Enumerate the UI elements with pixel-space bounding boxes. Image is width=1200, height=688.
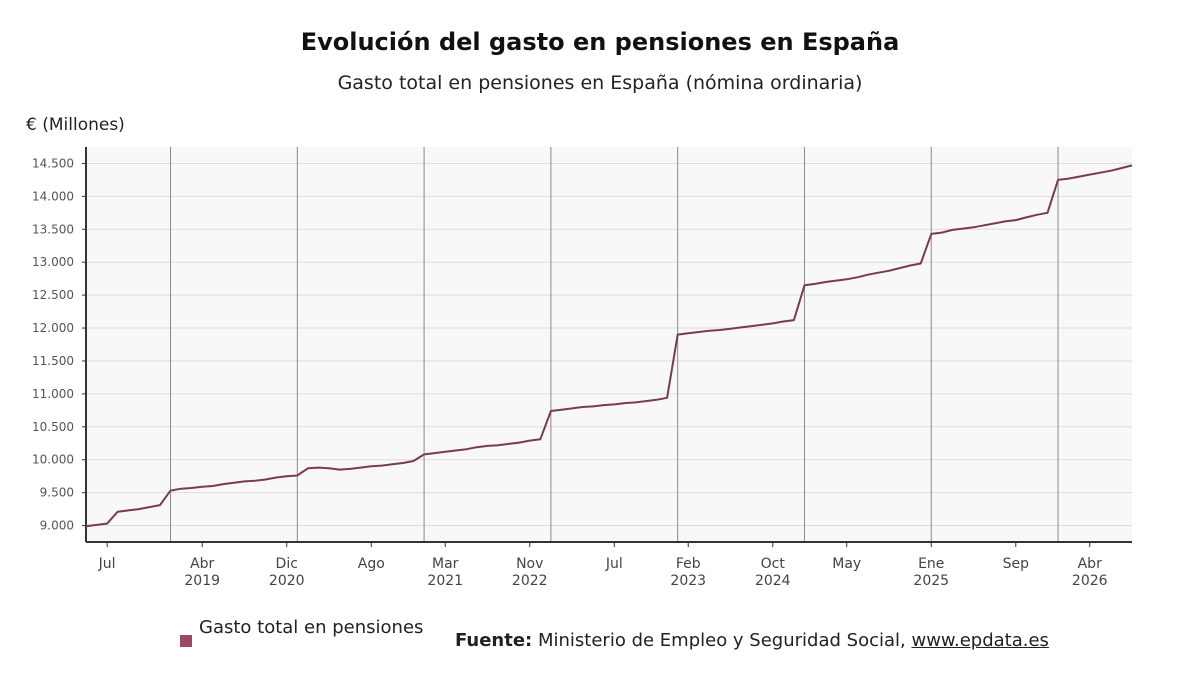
x-tick-label: Nov [516,556,543,572]
x-tick-year-label: 2022 [512,573,548,589]
y-tick-label: 14.500 [32,156,74,170]
chart-subtitle: Gasto total en pensiones en España (nómi… [337,72,863,94]
y-tick-label: 12.000 [32,321,74,335]
y-tick-label: 13.000 [32,255,74,269]
x-tick-label: Sep [1003,556,1030,572]
y-axis-label: € (Millones) [26,115,125,135]
x-tick-year-label: 2021 [427,573,463,589]
x-tick-label: Mar [432,556,459,572]
x-tick-label: Abr [1078,556,1102,572]
source-text: Ministerio de Empleo y Seguridad Social, [537,630,906,651]
chart-title: Evolución del gasto en pensiones en Espa… [300,28,900,56]
y-tick-label: 9.500 [40,486,74,500]
x-tick-year-label: 2024 [755,573,791,589]
source-link[interactable]: www.epdata.es [911,630,1049,651]
y-tick-label: 11.000 [32,387,74,401]
x-tick-year-label: 2025 [913,573,949,589]
y-tick-label: 9.000 [40,519,74,533]
x-tick-label: Oct [761,556,786,572]
y-tick-label: 10.000 [32,453,74,467]
x-tick-label: Ene [918,556,944,572]
x-tick-year-label: 2019 [184,573,220,589]
series-line [85,164,1133,528]
x-tick-label: Ago [358,556,385,572]
x-tick-year-label: 2023 [670,573,706,589]
legend-label: Gasto total en pensiones [199,617,424,638]
x-tick-year-label: 2026 [1072,573,1108,589]
x-tick-label: Feb [676,556,701,572]
x-tick-label: May [832,556,861,572]
legend-swatch [180,635,192,647]
y-tick-label: 13.500 [32,222,74,236]
source-prefix: Fuente: [455,630,533,651]
line-chart: 9.000 9.500 10.000 10.500 11.000 11.500 12.000… [32,147,1133,589]
x-tick-label: Jul [98,556,116,572]
y-tick-label: 10.500 [32,420,74,434]
x-tick-label: Jul [605,556,623,572]
x-tick-label: Dic [276,556,298,572]
x-tick-label: Abr [190,556,214,572]
y-tick-label: 11.500 [32,354,74,368]
y-tick-label: 12.500 [32,288,74,302]
y-tick-label: 14.000 [32,189,74,203]
x-tick-year-label: 2020 [269,573,305,589]
plot-background [86,147,1132,542]
source-note: Fuente: Ministerio de Empleo y Seguridad… [455,630,1049,651]
